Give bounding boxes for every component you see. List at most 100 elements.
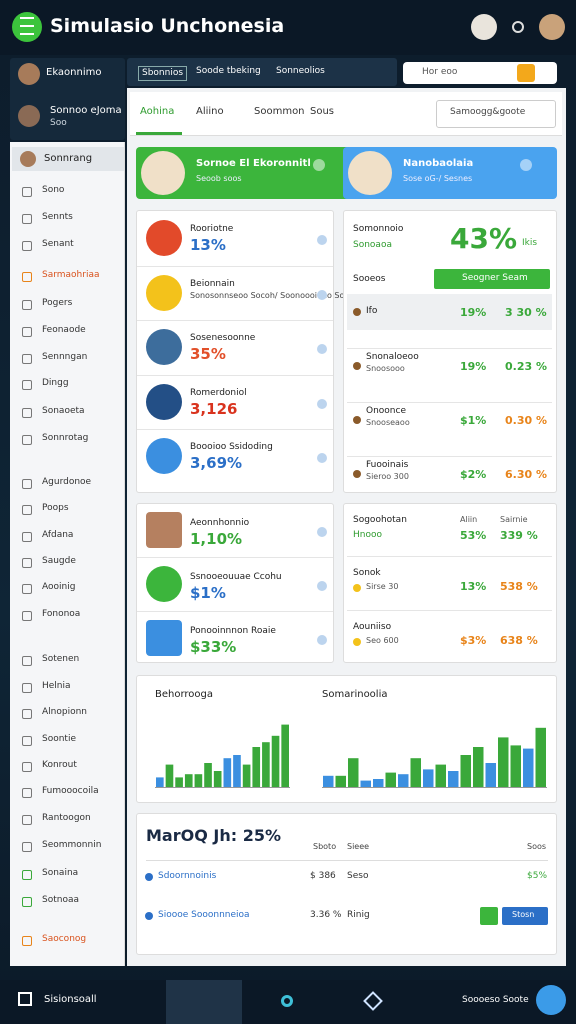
sidebar-item[interactable]: Afdana xyxy=(42,530,74,540)
stats-tag: Ikis xyxy=(522,238,538,248)
sidebar-item[interactable]: Poops xyxy=(42,503,69,513)
bar xyxy=(385,772,396,787)
bar xyxy=(485,763,496,787)
sidebar-icon xyxy=(22,788,32,798)
sidebar-item[interactable]: Konrout xyxy=(42,760,77,770)
sidebar-item[interactable]: Sennngan xyxy=(42,352,88,362)
feature-title: Sornoe El Ekoronnitl xyxy=(196,158,311,169)
bar xyxy=(335,775,346,787)
sidebar-item[interactable]: Sotenen xyxy=(42,654,80,664)
menu-line xyxy=(20,25,34,27)
list-check xyxy=(317,581,327,591)
stats-name: Fuooinais xyxy=(366,460,409,470)
stats-sub-name: Snooseaoo xyxy=(366,418,410,427)
sidebar-item[interactable]: Saoconog xyxy=(42,934,87,944)
stats-a: 19% xyxy=(460,306,487,319)
tab[interactable]: Soommon xyxy=(254,106,305,117)
search-button[interactable] xyxy=(517,64,535,82)
top-tab[interactable]: Soode tbeking xyxy=(196,66,261,76)
feature-badge xyxy=(313,159,325,171)
nav-active[interactable] xyxy=(166,980,242,1024)
sidebar-item[interactable]: Sotnoaa xyxy=(42,895,79,905)
sidebar-item[interactable]: Alnopionn xyxy=(42,707,87,717)
sidebar-icon xyxy=(22,709,32,719)
tab[interactable]: Sous xyxy=(310,106,335,117)
chart-title: Somarinoolia xyxy=(322,689,388,700)
sidebar-item[interactable]: Sonaoeta xyxy=(42,406,85,416)
tab[interactable]: Aliino xyxy=(196,106,224,117)
top-tab[interactable]: Sonneolios xyxy=(276,66,325,76)
sidebar-icon xyxy=(22,683,32,693)
bar xyxy=(271,735,280,787)
table-title: Sogoohotan xyxy=(353,515,407,525)
stats-dot xyxy=(353,362,361,370)
stats-dot xyxy=(353,308,361,316)
table-panel xyxy=(343,503,557,663)
sidebar-item[interactable]: Saugde xyxy=(42,556,76,566)
divider xyxy=(137,320,333,321)
sidebar-item[interactable]: Dingg xyxy=(42,378,69,388)
list-check xyxy=(317,453,327,463)
bar xyxy=(156,777,164,787)
stats-b: 0.30 % xyxy=(505,414,547,427)
dropdown[interactable] xyxy=(436,100,556,128)
nav-label[interactable]: Soooeso Soote xyxy=(462,995,529,1005)
bar xyxy=(252,747,261,787)
list-title: Sosenesoonne xyxy=(190,333,256,343)
sidebar-icon xyxy=(22,354,32,364)
bottom-button-label[interactable]: Stosn xyxy=(512,910,535,919)
sidebar-item[interactable]: Agurdonoe xyxy=(42,477,92,487)
sidebar-item[interactable]: Sennts xyxy=(42,212,73,222)
nav-label[interactable]: Sisionsoall xyxy=(44,994,97,1005)
bar xyxy=(184,774,193,787)
sidebar-item[interactable]: Sonnrang xyxy=(44,153,93,164)
sidebar-item[interactable]: Sonaina xyxy=(42,868,79,878)
profile-photo xyxy=(18,105,40,127)
sidebar-item[interactable]: Fononoa xyxy=(42,609,81,619)
divider xyxy=(146,860,548,861)
stats-button-label[interactable]: Seogner Seam xyxy=(462,273,528,283)
list-icon xyxy=(146,438,182,474)
top-tab[interactable]: Sbonnios xyxy=(138,66,188,81)
user-avatar xyxy=(539,14,565,40)
toggle[interactable] xyxy=(480,907,498,925)
sidebar-item[interactable]: Seommonnin xyxy=(42,840,102,850)
sidebar-item[interactable]: Soontie xyxy=(42,734,76,744)
stats-dot xyxy=(353,470,361,478)
sidebar-item[interactable]: Feonaode xyxy=(42,325,86,335)
sidebar-icon xyxy=(22,435,32,445)
avatar xyxy=(471,14,497,40)
sidebar-icon xyxy=(22,380,32,390)
sidebar-item[interactable]: Senant xyxy=(42,239,74,249)
sidebar-item[interactable]: Sarmaohriaa xyxy=(42,270,100,280)
table-column: Aliin xyxy=(460,515,478,524)
stats-button[interactable] xyxy=(434,269,550,289)
bar xyxy=(510,745,521,787)
table-row-sub: Sirse 30 xyxy=(366,582,399,591)
table-a: $3% xyxy=(460,634,487,647)
bar xyxy=(460,755,471,787)
sidebar-item[interactable]: Sono xyxy=(42,185,65,195)
sidebar-item[interactable]: Sonnrotag xyxy=(42,433,89,443)
sidebar-item[interactable]: Pogers xyxy=(42,298,73,308)
sidebar-item[interactable]: Aooinig xyxy=(42,582,76,592)
home-icon[interactable] xyxy=(18,992,32,1006)
profile-role: Soo xyxy=(50,118,67,128)
sidebar-avatar xyxy=(20,151,36,167)
tab[interactable]: Aohina xyxy=(140,106,175,117)
sidebar-icon xyxy=(22,584,32,594)
sidebar-icon xyxy=(22,408,32,418)
sidebar-item[interactable]: Helnia xyxy=(42,681,71,691)
divider xyxy=(137,265,333,267)
stats-name: Snonaloeoo xyxy=(366,352,419,362)
sidebar-item[interactable]: Fumooocoila xyxy=(42,786,99,796)
bottom-button[interactable] xyxy=(502,907,548,925)
sidebar-item[interactable]: Rantoogon xyxy=(42,813,91,823)
list-check xyxy=(317,398,327,409)
bottom-column: Soos xyxy=(527,842,547,851)
profile-name: Sonnoo eJoma xyxy=(50,105,122,116)
search-placeholder: Hor eoo xyxy=(422,67,458,77)
sidebar-icon xyxy=(22,762,32,772)
stats-title: Somonnoio xyxy=(353,224,404,234)
list-icon xyxy=(146,220,182,256)
